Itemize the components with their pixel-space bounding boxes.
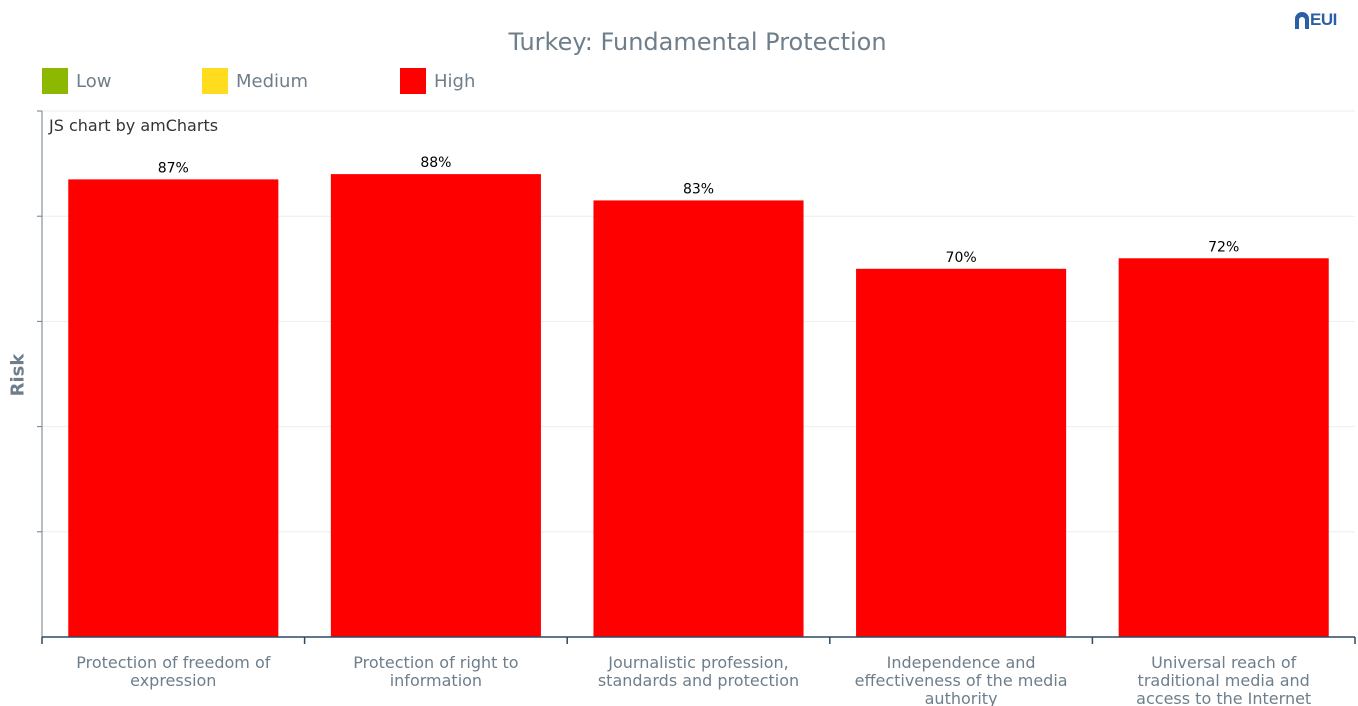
eui-dome-icon bbox=[1295, 12, 1309, 29]
bar-5 bbox=[1118, 258, 1329, 637]
legend-item-low[interactable]: Low bbox=[42, 67, 111, 95]
data-label-1: 87% bbox=[158, 160, 189, 176]
data-label-3: 83% bbox=[683, 181, 714, 197]
x-tick-label-4: Independence and effectiveness of the me… bbox=[854, 654, 1068, 706]
legend-swatch-high bbox=[400, 68, 426, 94]
bar-4 bbox=[856, 268, 1067, 637]
x-tick-label-2: Protection of right to information bbox=[353, 654, 519, 690]
legend-item-high[interactable]: High bbox=[400, 67, 475, 95]
logo-text: EUI bbox=[1310, 10, 1337, 29]
amcharts-watermark[interactable]: JS chart by amCharts bbox=[49, 116, 219, 135]
legend-label-high: High bbox=[434, 70, 476, 92]
bar-3 bbox=[593, 200, 804, 638]
x-tick-label-5: Universal reach of traditional media and… bbox=[1136, 654, 1312, 706]
legend-swatch-medium bbox=[202, 68, 228, 94]
data-label-2: 88% bbox=[420, 155, 451, 171]
chart-title: Turkey: Fundamental Protection bbox=[508, 28, 887, 56]
legend-item-medium[interactable]: Medium bbox=[202, 67, 308, 95]
legend-swatch-low bbox=[42, 68, 68, 94]
data-label-4: 70% bbox=[946, 250, 977, 266]
x-tick-label-1: Protection of freedom of expression bbox=[76, 654, 271, 690]
legend-label-medium: Medium bbox=[236, 70, 308, 92]
bar-1 bbox=[68, 179, 279, 637]
legend-label-low: Low bbox=[76, 70, 112, 92]
bar-2 bbox=[330, 174, 541, 637]
y-axis-label: Risk bbox=[7, 353, 29, 397]
data-label-5: 72% bbox=[1208, 239, 1239, 255]
eui-logo: EUI bbox=[1294, 10, 1358, 32]
x-tick-label-3: Journalistic profession, standards and p… bbox=[597, 654, 800, 690]
